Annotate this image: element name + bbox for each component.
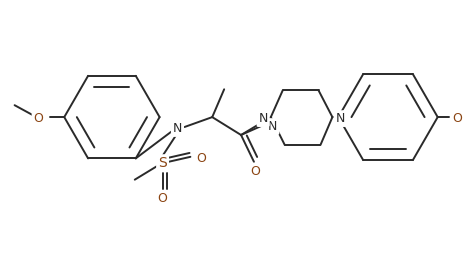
Text: N: N: [172, 122, 182, 135]
Text: O: O: [196, 152, 206, 165]
Text: O: O: [157, 192, 167, 205]
Text: N: N: [268, 120, 277, 133]
Text: N: N: [335, 112, 344, 125]
Text: N: N: [258, 112, 267, 125]
Text: O: O: [451, 112, 462, 125]
Text: O: O: [250, 165, 259, 178]
Text: O: O: [33, 112, 44, 125]
Text: S: S: [158, 156, 167, 170]
